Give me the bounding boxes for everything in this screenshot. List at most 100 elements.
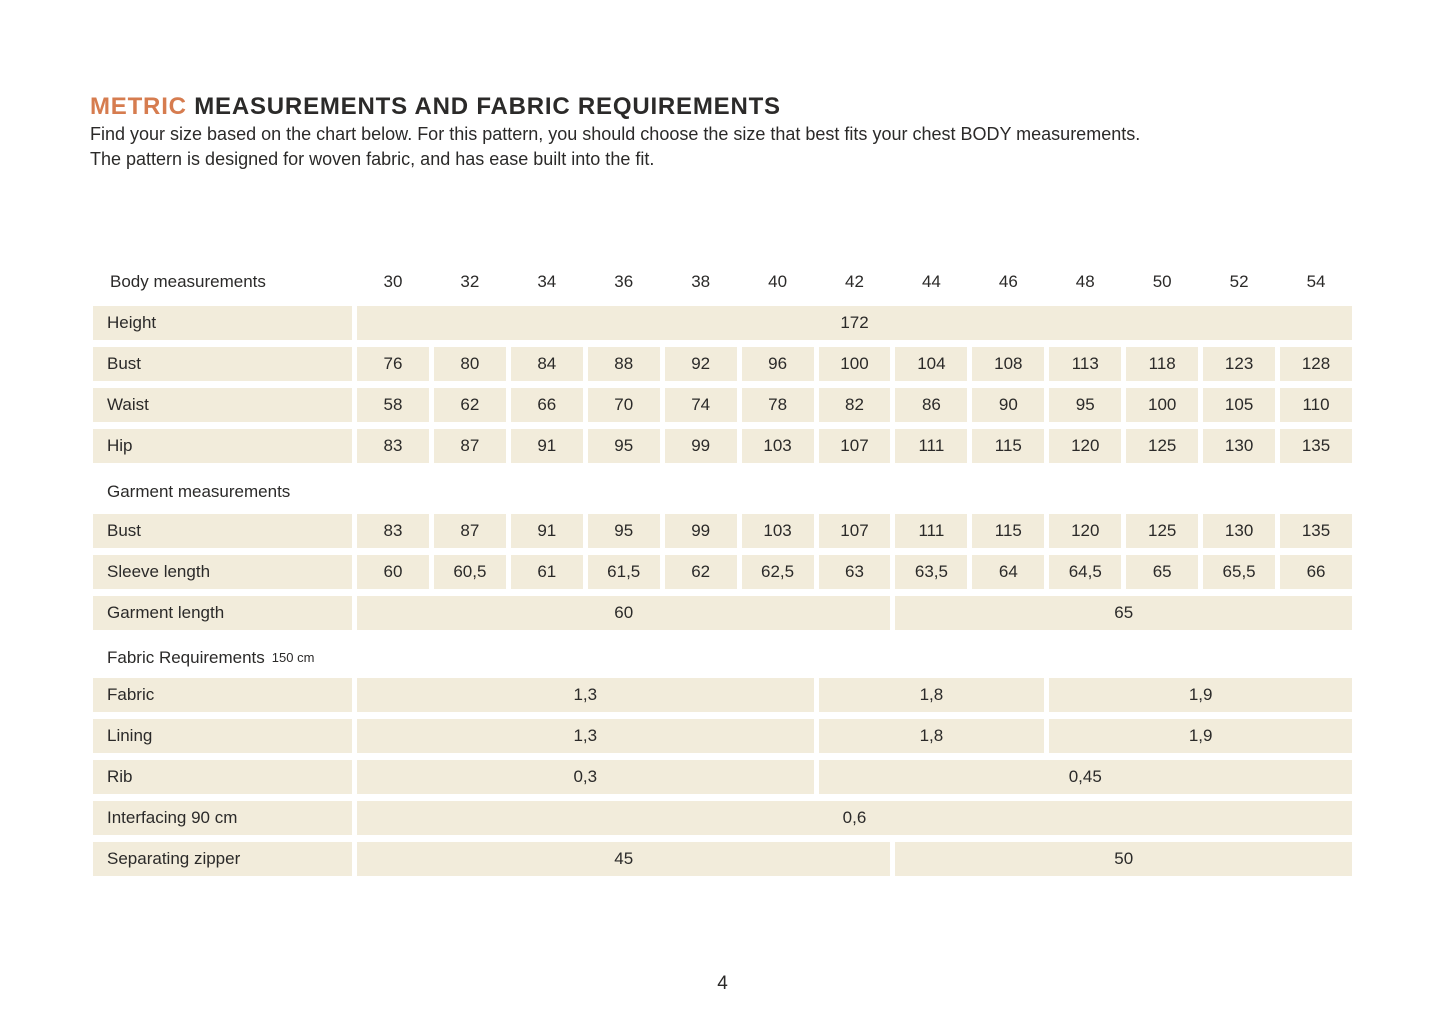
value-cell: 62: [664, 555, 737, 589]
value-cell: 125: [1126, 429, 1199, 463]
value-cell: 88: [587, 347, 660, 381]
size-column-header: 42: [845, 272, 864, 291]
value-cell: 130: [1203, 514, 1276, 548]
size-column-header: 48: [1075, 272, 1095, 291]
size-column-header: 44: [921, 272, 941, 291]
value-cell: 63: [818, 555, 891, 589]
value-cell-span: 0,6: [357, 801, 1352, 835]
table-row: Lining 1,3 1,8 1,9: [93, 719, 1352, 753]
table-row: Interfacing 90 cm 0,6: [93, 801, 1352, 835]
value-cell: 64,5: [1049, 555, 1122, 589]
table-header-row: Body measurements 30 32 34 36 38 40 42 44 46 48 50 5…: [93, 265, 1352, 299]
value-cell-span: 1,8: [818, 719, 1045, 753]
value-cell: 95: [587, 514, 660, 548]
value-cell: 78: [741, 388, 814, 422]
value-cell: 83: [357, 429, 429, 463]
value-cell: 76: [357, 347, 429, 381]
value-cell: 92: [664, 347, 737, 381]
value-cell: 62: [433, 388, 506, 422]
table-row: Height 172: [93, 306, 1352, 340]
size-column-header: 38: [691, 272, 711, 291]
row-label: Separating zipper: [93, 842, 352, 876]
value-cell: 104: [895, 347, 968, 381]
value-cell: 91: [510, 514, 583, 548]
value-cell: 99: [664, 514, 737, 548]
value-cell: 65,5: [1203, 555, 1276, 589]
value-cell: 123: [1203, 347, 1276, 381]
value-cell: 95: [587, 429, 660, 463]
size-table: Body measurements 30 32 34 36 38 40 42 44 46 48 50 5…: [93, 265, 1352, 876]
row-label: Waist: [93, 388, 352, 422]
value-cell-span: 1,9: [1049, 678, 1352, 712]
value-cell: 113: [1049, 347, 1122, 381]
value-cell: 115: [972, 514, 1045, 548]
value-cell: 100: [1126, 388, 1199, 422]
value-cell: 66: [510, 388, 583, 422]
value-cell: 115: [972, 429, 1045, 463]
value-cell: 62,5: [741, 555, 814, 589]
value-cell: 84: [510, 347, 583, 381]
value-cell: 120: [1049, 514, 1122, 548]
row-label: Hip: [93, 429, 352, 463]
size-column-header: 46: [998, 272, 1018, 291]
value-cell: 111: [895, 429, 968, 463]
row-label: Garment length: [93, 596, 352, 630]
value-cell: 107: [818, 514, 891, 548]
table-row: Separating zipper 45 50: [93, 842, 1352, 876]
row-label: Bust: [93, 514, 352, 548]
row-label: Rib: [93, 760, 352, 794]
row-label: Fabric: [93, 678, 352, 712]
row-label: Lining: [93, 719, 352, 753]
value-cell: 130: [1203, 429, 1276, 463]
row-label: Height: [93, 306, 352, 340]
value-cell: 135: [1280, 514, 1352, 548]
section-title-text: Fabric Requirements: [107, 647, 265, 667]
value-cell: 65: [1126, 555, 1199, 589]
row-label: Interfacing 90 cm: [93, 801, 352, 835]
value-cell: 108: [972, 347, 1045, 381]
section-title-garment-measurements: Garment measurements: [93, 470, 1352, 514]
value-cell: 135: [1280, 429, 1352, 463]
value-cell: 87: [433, 429, 506, 463]
section-title-text: Garment measurements: [107, 482, 291, 501]
value-cell: 63,5: [895, 555, 968, 589]
table-row: Waist 58 62 66 70 74 78 82 86 90 95 100 105 110: [93, 388, 1352, 422]
value-cell: 74: [664, 388, 737, 422]
value-cell: 100: [818, 347, 891, 381]
row-label: Bust: [93, 347, 352, 381]
value-cell-span: 1,3: [357, 719, 814, 753]
value-cell: 91: [510, 429, 583, 463]
value-cell-span: 1,3: [357, 678, 814, 712]
value-cell: 118: [1126, 347, 1199, 381]
value-cell: 64: [972, 555, 1045, 589]
value-cell: 111: [895, 514, 968, 548]
value-cell: 86: [895, 388, 968, 422]
table-row: Hip 83 87 91 95 99 103 107 111 115 120 125 130 135: [93, 429, 1352, 463]
size-column-header: 50: [1152, 272, 1172, 291]
value-cell: 82: [818, 388, 891, 422]
value-cell: 61,5: [587, 555, 660, 589]
table-row: Bust 83 87 91 95 99 103 107 111 115 120 125 130 135: [93, 514, 1352, 548]
table-row: Fabric 1,3 1,8 1,9: [93, 678, 1352, 712]
size-column-header: 36: [614, 272, 634, 291]
section-title-fabric-requirements: Fabric Requirements 150 cm: [93, 637, 1352, 678]
value-cell: 125: [1126, 514, 1199, 548]
document-page: METRIC MEASUREMENTS AND FABRIC REQUIREME…: [90, 93, 1352, 876]
value-cell: 110: [1280, 388, 1352, 422]
value-cell: 103: [741, 429, 814, 463]
value-cell: 70: [587, 388, 660, 422]
row-label: Sleeve length: [93, 555, 352, 589]
value-cell-span: 45: [357, 842, 891, 876]
value-cell-span: 0,3: [357, 760, 814, 794]
title-highlight: METRIC: [90, 93, 187, 120]
title-rest: MEASUREMENTS AND FABRIC REQUIREMENTS: [194, 93, 781, 120]
value-cell-span: 1,9: [1049, 719, 1352, 753]
intro-line-1: Find your size based on the chart below.…: [90, 124, 1141, 144]
value-cell-span: 172: [357, 306, 1352, 340]
value-cell-span: 50: [895, 842, 1352, 876]
value-cell: 90: [972, 388, 1045, 422]
value-cell: 80: [433, 347, 506, 381]
section-subtitle: 150 cm: [271, 650, 315, 665]
value-cell: 61: [510, 555, 583, 589]
value-cell: 60: [357, 555, 429, 589]
